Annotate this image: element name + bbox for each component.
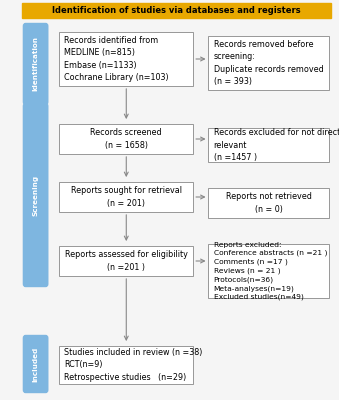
FancyBboxPatch shape: [22, 3, 331, 18]
FancyBboxPatch shape: [208, 188, 329, 218]
Text: Records removed before
screening:
Duplicate records removed
(n = 393): Records removed before screening: Duplic…: [214, 40, 323, 86]
FancyBboxPatch shape: [23, 23, 48, 105]
Text: Reports assessed for eligibility
(n =201 ): Reports assessed for eligibility (n =201…: [65, 250, 188, 272]
FancyBboxPatch shape: [59, 124, 193, 154]
FancyBboxPatch shape: [59, 246, 193, 276]
Text: Reports not retrieved
(n = 0): Reports not retrieved (n = 0): [226, 192, 312, 214]
FancyBboxPatch shape: [208, 244, 329, 298]
FancyBboxPatch shape: [59, 32, 193, 86]
Text: Studies included in review (n =38)
RCT(n=9)
Retrospective studies   (n=29): Studies included in review (n =38) RCT(n…: [64, 348, 203, 382]
Text: Identification of studies via databases and registers: Identification of studies via databases …: [52, 6, 301, 15]
Text: Reports excluded:
Conference abstracts (n =21 )
Comments (n =17 )
Reviews (n = 2: Reports excluded: Conference abstracts (…: [214, 242, 327, 300]
Text: Identification: Identification: [33, 36, 39, 92]
Text: Reports sought for retrieval
(n = 201): Reports sought for retrieval (n = 201): [71, 186, 182, 208]
Text: Included: Included: [33, 346, 39, 382]
FancyBboxPatch shape: [23, 103, 48, 287]
FancyBboxPatch shape: [59, 346, 193, 384]
Text: Records identified from
MEDLINE (n=815)
Embase (n=1133)
Cochrane Library (n=103): Records identified from MEDLINE (n=815) …: [64, 36, 169, 82]
FancyBboxPatch shape: [208, 36, 329, 90]
Text: Screening: Screening: [33, 174, 39, 216]
Text: Records screened
(n = 1658): Records screened (n = 1658): [91, 128, 162, 150]
FancyBboxPatch shape: [208, 128, 329, 162]
FancyBboxPatch shape: [23, 335, 48, 393]
Text: Records excluded for not directly
relevant
(n =1457 ): Records excluded for not directly releva…: [214, 128, 339, 162]
FancyBboxPatch shape: [59, 182, 193, 212]
